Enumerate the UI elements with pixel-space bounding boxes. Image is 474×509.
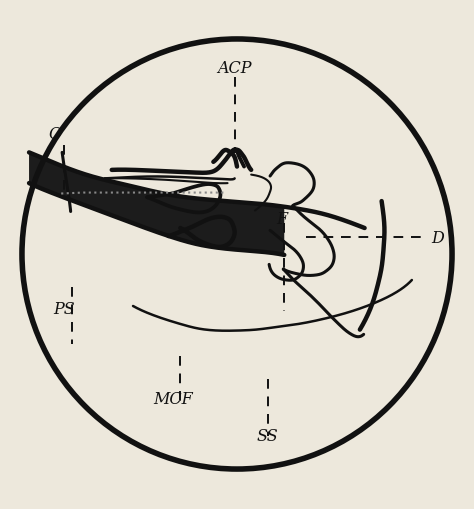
Text: D: D — [431, 230, 444, 246]
Text: ACP: ACP — [218, 60, 252, 77]
Text: O: O — [48, 126, 62, 143]
Text: PS: PS — [54, 300, 75, 317]
Text: F: F — [276, 211, 287, 228]
Circle shape — [24, 42, 450, 467]
Text: MCF: MCF — [153, 390, 193, 407]
Text: SS: SS — [257, 428, 279, 444]
Polygon shape — [29, 153, 284, 256]
